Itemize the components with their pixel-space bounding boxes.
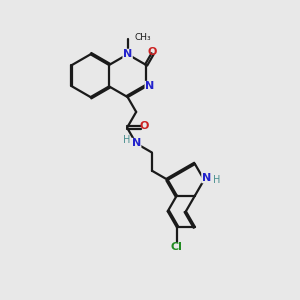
- Text: H: H: [123, 136, 130, 146]
- Text: O: O: [148, 47, 157, 57]
- Text: N: N: [132, 138, 141, 148]
- Text: N: N: [145, 81, 154, 92]
- Text: N: N: [123, 49, 132, 59]
- Text: Cl: Cl: [171, 242, 183, 252]
- Text: H: H: [213, 175, 220, 185]
- Text: CH₃: CH₃: [134, 33, 151, 42]
- Text: O: O: [140, 121, 149, 131]
- Text: N: N: [202, 173, 211, 183]
